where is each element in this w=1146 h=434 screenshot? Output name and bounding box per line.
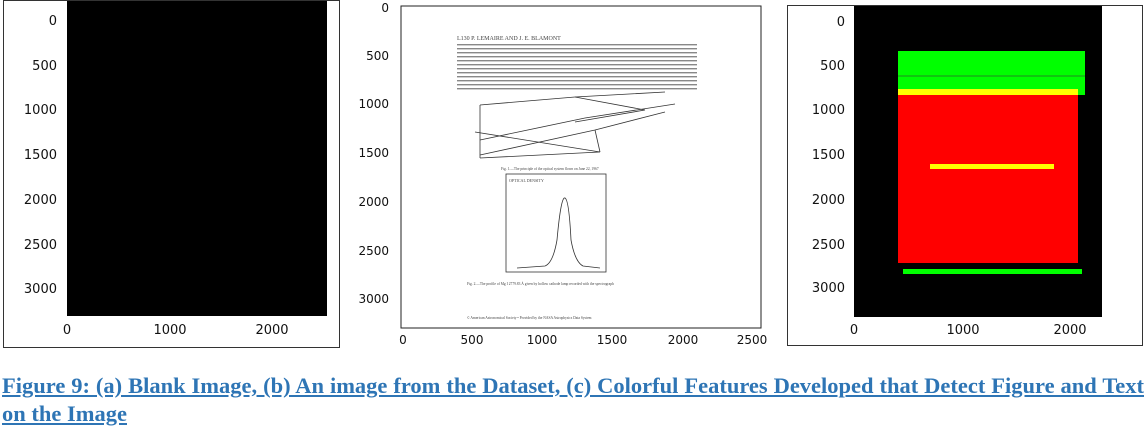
fig2-frame [505, 173, 607, 273]
panel-a-frame [3, 0, 340, 348]
x-tick: 1500 [597, 333, 628, 347]
x-tick: 0 [63, 323, 71, 338]
y-tick: 1500 [24, 148, 57, 163]
fig1-caption: Fig. 1.—The principle of the optical sys… [501, 167, 599, 172]
panel-b-y-ticks: 0 500 1000 1500 2000 2500 3000 [358, 1, 389, 306]
x-tick: 1000 [946, 323, 979, 338]
text-feature-red [898, 95, 1078, 263]
page-footer: © American Astronomical Society • Provid… [467, 315, 592, 320]
panel-c-x-ticks: 0 1000 2000 [850, 323, 1087, 338]
x-tick: 1000 [153, 323, 186, 338]
y-tick: 500 [366, 49, 389, 63]
x-tick: 2000 [255, 323, 288, 338]
y-tick: 1000 [812, 103, 845, 118]
panel-b-x-ticks: 0 500 1000 1500 2000 2500 [399, 333, 767, 347]
figure-feature-green-bottom [903, 269, 1082, 274]
y-tick: 2500 [24, 238, 57, 253]
y-tick: 1500 [358, 146, 389, 160]
y-tick: 0 [49, 14, 57, 29]
document-page: L130 P. LEMAIRE AND J. E. BLAMONT Fig. 1… [457, 36, 697, 320]
y-tick: 0 [381, 1, 389, 15]
panel-a: 0 500 1000 1500 2000 2500 3000 0 1000 20… [0, 0, 340, 348]
y-tick: 3000 [358, 292, 389, 306]
x-tick: 0 [399, 333, 407, 347]
fig2-caption: Fig. 2.—The profile of Mg I 2779.83 Å gi… [467, 281, 614, 286]
panel-a-image [67, 0, 327, 316]
y-tick: 2000 [812, 193, 845, 208]
x-tick: 1000 [527, 333, 558, 347]
x-tick: 2500 [737, 333, 768, 347]
panel-a-x-ticks: 0 1000 2000 [63, 323, 289, 338]
panel-c: 0 500 1000 1500 2000 2500 3000 0 1000 20… [787, 0, 1143, 348]
fig2-title: OPTICAL DENSITY [509, 178, 544, 183]
x-tick: 500 [461, 333, 484, 347]
x-tick: 2000 [1053, 323, 1086, 338]
panel-c-frame [787, 5, 1143, 346]
y-tick: 2000 [358, 195, 389, 209]
y-tick: 1000 [358, 97, 389, 111]
panel-a-y-ticks: 0 500 1000 1500 2000 2500 3000 [24, 14, 57, 297]
y-tick: 3000 [24, 282, 57, 297]
panel-c-plot: 0 500 1000 1500 2000 2500 3000 0 1000 20… [812, 5, 1102, 338]
body-text-block [457, 44, 697, 90]
y-tick: 500 [820, 59, 845, 74]
panel-b: L130 P. LEMAIRE AND J. E. BLAMONT Fig. 1… [345, 0, 775, 348]
y-tick: 1000 [24, 103, 57, 118]
y-tick: 2500 [358, 244, 389, 258]
fig2-peak-curve [516, 197, 601, 269]
y-tick: 2000 [24, 193, 57, 208]
y-tick: 0 [837, 15, 845, 30]
panel-c-y-ticks: 0 500 1000 1500 2000 2500 3000 [812, 15, 845, 296]
y-tick: 500 [32, 59, 57, 74]
figure-feature-green [898, 51, 1085, 95]
y-tick: 3000 [812, 281, 845, 296]
x-tick: 2000 [668, 333, 699, 347]
text-feature-yellow-top [898, 89, 1078, 95]
panel-b-plot: L130 P. LEMAIRE AND J. E. BLAMONT Fig. 1… [358, 1, 767, 347]
figure-caption: Figure 9: (a) Blank Image, (b) An image … [2, 373, 1144, 426]
page-header: L130 P. LEMAIRE AND J. E. BLAMONT [457, 36, 561, 42]
x-tick: 0 [850, 323, 858, 338]
y-tick: 2500 [812, 238, 845, 253]
optical-system-diagram [474, 91, 676, 159]
panel-a-plot: 0 500 1000 1500 2000 2500 3000 0 1000 20… [24, 0, 327, 338]
text-feature-yellow-line [930, 164, 1054, 169]
y-tick: 1500 [812, 148, 845, 163]
